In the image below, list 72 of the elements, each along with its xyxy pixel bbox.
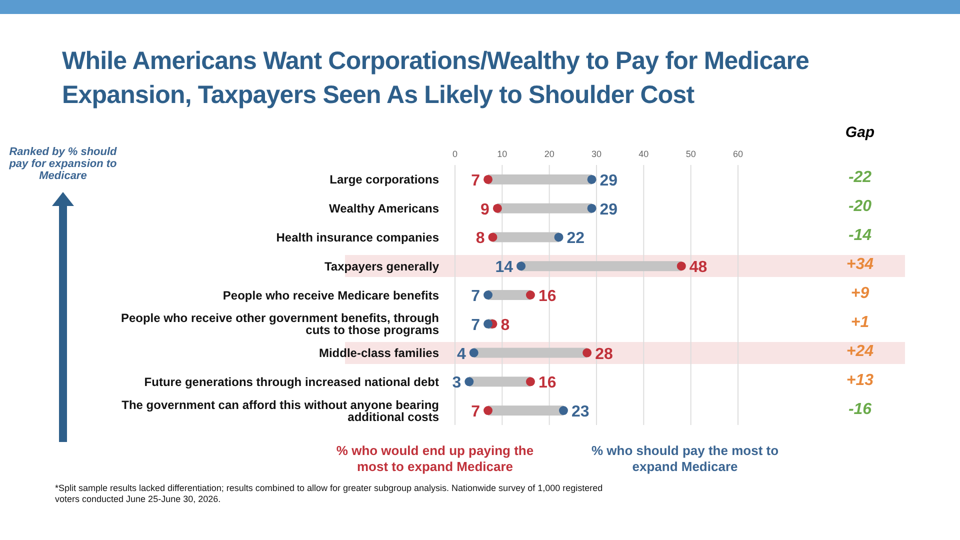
point — [516, 262, 526, 271]
point — [488, 232, 498, 242]
data-label: 28 — [595, 346, 613, 363]
text: -22 — [847, 169, 873, 188]
data-label: 7 — [471, 288, 480, 305]
text: % who should pay the most to expand Medicare — [590, 443, 780, 475]
x-tick-label: 40 — [638, 149, 649, 159]
y-tick-label: Health insurance companies — [276, 230, 440, 244]
bar — [488, 406, 564, 416]
bar — [474, 348, 588, 358]
text: Gap — [844, 124, 876, 141]
data-label: 23 — [571, 404, 590, 421]
x-tick-label: 10 — [497, 149, 508, 159]
bar — [488, 174, 592, 184]
text: -14 — [847, 227, 873, 246]
data-label: 22 — [566, 230, 585, 248]
y-tick-label: Wealthy Americans — [328, 202, 440, 216]
data-label: 8 — [476, 230, 485, 248]
text: -20 — [847, 198, 873, 216]
bar — [492, 232, 559, 242]
point — [484, 406, 493, 416]
data-label: 4 — [456, 346, 466, 363]
y-tick-label: People who receive other government benefits, through cuts to those programs — [120, 311, 440, 338]
text: Ranked by % should pay for expansion to Medicare — [8, 146, 118, 182]
point — [587, 174, 596, 184]
point — [484, 319, 493, 328]
data-label: 14 — [495, 259, 514, 276]
bar — [497, 203, 592, 214]
data-label: 7 — [471, 404, 480, 421]
y-tick-label: People who receive Medicare benefits — [222, 288, 440, 302]
text: +1 — [850, 314, 870, 332]
bar — [521, 261, 682, 272]
point — [587, 204, 596, 213]
x-tick-label: 50 — [686, 149, 696, 159]
data-label: 8 — [500, 316, 510, 334]
y-tick-label: Future generations through increased national debt — [144, 374, 439, 389]
point — [526, 377, 535, 386]
data-label: 29 — [600, 201, 618, 218]
data-label: 7 — [471, 172, 480, 190]
text: +13 — [845, 372, 875, 390]
point — [464, 377, 474, 386]
point — [582, 348, 592, 358]
data-label: 16 — [538, 288, 556, 305]
data-label: 48 — [689, 259, 708, 276]
text: % who would end up paying the most to expand Medicare — [335, 443, 535, 475]
text: +9 — [850, 285, 870, 303]
point — [526, 290, 535, 300]
y-tick-label: Taxpayers generally — [324, 259, 440, 274]
data-label: 9 — [480, 201, 490, 218]
chart-title: While Americans Want Corporations/Wealthy to Pay for Medicare Expansion, Taxpayers Seen As Likely to Shoulder Cost — [62, 46, 810, 111]
y-tick-label: Middle-class families — [318, 346, 440, 360]
x-tick-label: 20 — [544, 149, 554, 159]
y-tick-label: The government can afford this without anyone bearing additional costs — [122, 398, 440, 424]
data-label: 7 — [471, 316, 480, 334]
x-tick-label: 0 — [452, 149, 458, 159]
data-label: 16 — [538, 374, 556, 392]
x-tick-label: 60 — [732, 149, 744, 159]
point — [469, 348, 478, 358]
text: *Split sample results lacked differentiation; results combined to allow for greater subgroup analysis. Nationwide survey of 1,000 registered voters conducted June 25-June 30, 2026. — [55, 483, 604, 505]
text: -16 — [847, 400, 873, 419]
x-tick-label: 30 — [591, 149, 602, 159]
data-label: 3 — [452, 374, 462, 392]
point — [554, 232, 564, 242]
point — [492, 204, 502, 213]
y-tick-label: Large corporations — [330, 172, 440, 187]
point — [484, 174, 493, 184]
text: +34 — [845, 256, 875, 274]
point — [676, 262, 686, 271]
data-label: 29 — [600, 172, 618, 190]
text: +24 — [845, 342, 875, 361]
point — [558, 406, 568, 416]
point — [484, 290, 493, 300]
